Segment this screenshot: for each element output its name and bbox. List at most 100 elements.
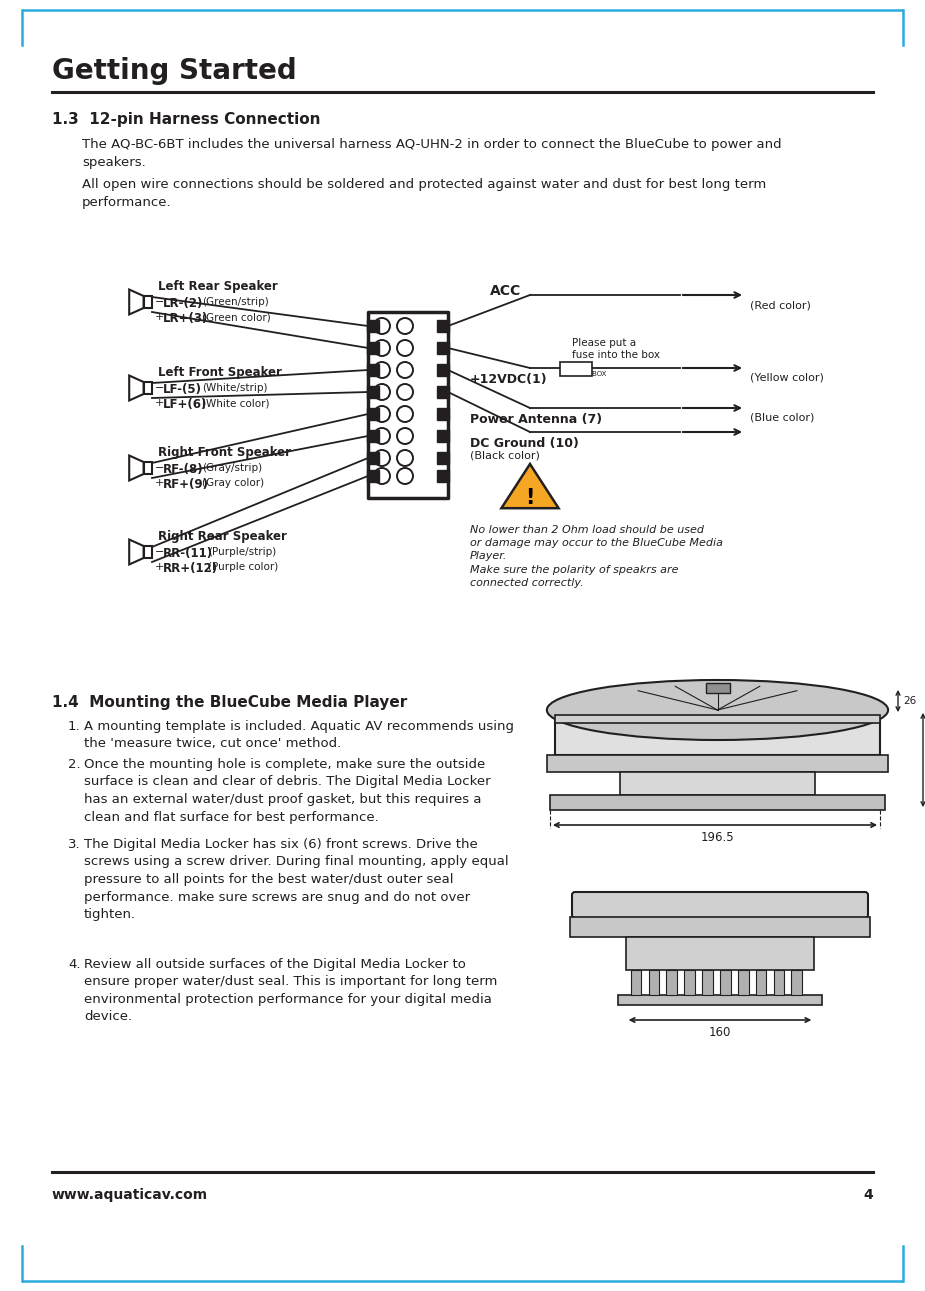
Circle shape [397, 429, 413, 444]
Bar [143, 296, 152, 309]
Circle shape [374, 405, 390, 422]
Bar [570, 917, 870, 937]
Text: All open wire connections should be soldered and protected against water and dus: All open wire connections should be sold… [82, 178, 766, 209]
Text: 4: 4 [863, 1188, 873, 1202]
Ellipse shape [547, 680, 888, 740]
Circle shape [397, 405, 413, 422]
Text: (Green color): (Green color) [202, 312, 271, 321]
Text: Left Front Speaker: Left Front Speaker [158, 367, 282, 380]
Circle shape [374, 383, 390, 400]
Circle shape [397, 451, 413, 466]
Bar [367, 408, 379, 420]
Bar [367, 386, 379, 398]
Text: −: − [155, 463, 165, 473]
Circle shape [374, 469, 390, 484]
Text: www.aquaticav.com: www.aquaticav.com [52, 1188, 208, 1202]
Text: RR+(12): RR+(12) [163, 562, 218, 574]
Text: RR-(11): RR-(11) [163, 547, 213, 560]
Text: −: − [155, 547, 165, 556]
Circle shape [397, 361, 413, 378]
Bar [437, 320, 449, 332]
Bar [437, 470, 449, 482]
Text: (Purple color): (Purple color) [208, 562, 278, 572]
Text: A mounting template is included. Aquatic AV recommends using
the 'measure twice,: A mounting template is included. Aquatic… [84, 720, 514, 750]
Bar [684, 970, 695, 995]
Circle shape [397, 340, 413, 356]
Text: Right Front Speaker: Right Front Speaker [158, 445, 291, 460]
Bar [368, 312, 448, 498]
Text: 2.: 2. [68, 758, 80, 771]
Bar [143, 382, 152, 394]
Bar [437, 408, 449, 420]
Text: DC Ground (10): DC Ground (10) [470, 436, 579, 451]
Circle shape [374, 429, 390, 444]
Bar [367, 342, 379, 354]
Bar [367, 320, 379, 332]
Text: LR-(2): LR-(2) [163, 297, 204, 310]
Bar [437, 452, 449, 463]
Text: (Blue color): (Blue color) [750, 413, 814, 423]
Bar [720, 970, 731, 995]
Text: The Digital Media Locker has six (6) front screws. Drive the
screws using a scre: The Digital Media Locker has six (6) fro… [84, 838, 509, 920]
Bar [143, 462, 152, 474]
Polygon shape [501, 463, 559, 509]
Text: LF-(5): LF-(5) [163, 383, 202, 396]
Bar [437, 386, 449, 398]
Text: (Yellow color): (Yellow color) [750, 373, 824, 383]
Text: 1.3  12-pin Harness Connection: 1.3 12-pin Harness Connection [52, 112, 320, 127]
Text: (Black color): (Black color) [470, 451, 540, 461]
Text: −: − [155, 383, 165, 392]
Text: !: ! [525, 488, 535, 507]
Text: ACC: ACC [490, 284, 522, 298]
Text: The AQ-BC-6BT includes the universal harness AQ-UHN-2 in order to connect the Bl: The AQ-BC-6BT includes the universal har… [82, 138, 782, 169]
Text: (Green/strip): (Green/strip) [202, 297, 269, 307]
Bar [367, 452, 379, 463]
Bar [702, 970, 713, 995]
Bar [738, 970, 748, 995]
Bar [367, 430, 379, 442]
Text: (Gray color): (Gray color) [202, 478, 265, 488]
Circle shape [374, 361, 390, 378]
Bar [618, 995, 822, 1004]
Bar [437, 342, 449, 354]
Text: Review all outside surfaces of the Digital Media Locker to
ensure proper water/d: Review all outside surfaces of the Digit… [84, 958, 498, 1024]
Text: (Purple/strip): (Purple/strip) [208, 547, 277, 556]
Text: Please put a
fuse into the box: Please put a fuse into the box [572, 338, 660, 360]
Text: 26: 26 [903, 696, 917, 706]
Circle shape [397, 469, 413, 484]
Bar [550, 795, 885, 809]
Text: No lower than 2 Ohm load should be used
or damage may occur to the BlueCube Medi: No lower than 2 Ohm load should be used … [470, 525, 723, 587]
Text: Right Rear Speaker: Right Rear Speaker [158, 531, 287, 544]
Bar [560, 361, 592, 376]
Bar [648, 970, 660, 995]
Text: Power Antenna (7): Power Antenna (7) [470, 413, 602, 426]
Circle shape [374, 318, 390, 334]
Text: Once the mounting hole is complete, make sure the outside
surface is clean and c: Once the mounting hole is complete, make… [84, 758, 490, 824]
Bar [367, 470, 379, 482]
Circle shape [374, 340, 390, 356]
Text: 1.: 1. [68, 720, 80, 733]
Bar [666, 970, 677, 995]
Text: +: + [155, 312, 165, 321]
Circle shape [397, 318, 413, 334]
Text: FUSE BOX: FUSE BOX [572, 371, 607, 377]
Bar [547, 755, 888, 772]
Text: +: + [155, 478, 165, 488]
Text: Left Rear Speaker: Left Rear Speaker [158, 280, 278, 293]
Text: RF-(8): RF-(8) [163, 463, 204, 476]
Bar [437, 430, 449, 442]
Bar [367, 364, 379, 376]
Bar [773, 970, 784, 995]
Text: LF+(6): LF+(6) [163, 398, 207, 411]
Text: −: − [155, 297, 165, 307]
Text: Getting Started: Getting Started [52, 57, 297, 85]
Text: LR+(3): LR+(3) [163, 312, 208, 325]
Text: 4.: 4. [68, 958, 80, 971]
Circle shape [374, 451, 390, 466]
Bar [143, 546, 152, 558]
Bar [555, 715, 880, 723]
Text: 3.: 3. [68, 838, 80, 851]
FancyBboxPatch shape [572, 892, 868, 918]
Circle shape [397, 383, 413, 400]
Text: (Red color): (Red color) [750, 300, 811, 310]
